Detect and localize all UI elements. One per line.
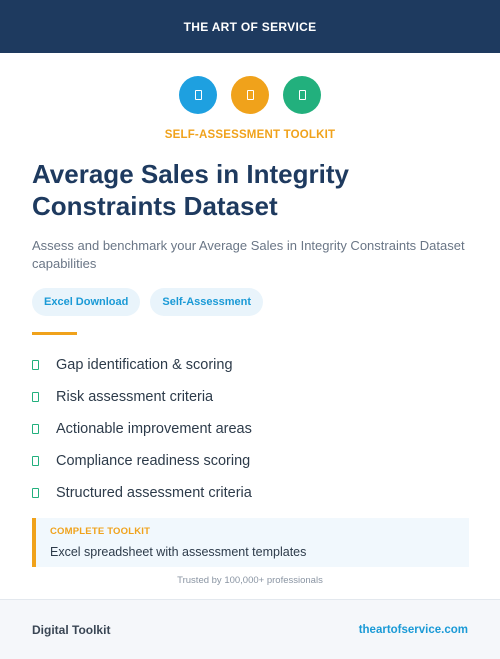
check-icon bbox=[32, 488, 39, 498]
document-icon bbox=[283, 76, 321, 114]
list-item: Compliance readiness scoring bbox=[32, 445, 472, 477]
document-icon bbox=[179, 76, 217, 114]
check-icon bbox=[32, 360, 39, 370]
title-line-1: Average Sales in Integrity bbox=[32, 159, 349, 189]
document-icon bbox=[231, 76, 269, 114]
list-item: Structured assessment criteria bbox=[32, 477, 472, 509]
footer-bar: Digital Toolkit theartofservice.com bbox=[0, 599, 500, 659]
website-link[interactable]: theartofservice.com bbox=[358, 623, 468, 636]
check-icon bbox=[32, 392, 39, 402]
page-title: Average Sales in Integrity Constraints D… bbox=[32, 158, 472, 222]
check-icon bbox=[32, 456, 39, 466]
feature-list: Gap identification & scoring Risk assess… bbox=[32, 349, 472, 509]
footer-left-label: Digital Toolkit bbox=[32, 622, 111, 637]
feature-label: Compliance readiness scoring bbox=[56, 453, 251, 469]
toolkit-description: Excel spreadsheet with assessment templa… bbox=[50, 545, 307, 559]
brand-name: THE ART OF SERVICE bbox=[183, 19, 317, 34]
toolkit-callout: COMPLETE TOOLKIT Excel spreadsheet with … bbox=[32, 518, 469, 567]
list-item: Gap identification & scoring bbox=[32, 349, 472, 381]
kicker-label: SELF-ASSESSMENT TOOLKIT bbox=[164, 129, 336, 141]
trusted-note: Trusted by 100,000+ professionals bbox=[177, 575, 323, 586]
feature-label: Risk assessment criteria bbox=[56, 389, 214, 405]
subtitle: Assess and benchmark your Average Sales … bbox=[32, 238, 465, 271]
tag-self-assessment: Self-Assessment bbox=[150, 288, 264, 316]
title-line-2: Constraints Dataset bbox=[32, 191, 278, 221]
header-bar: THE ART OF SERVICE bbox=[0, 0, 500, 53]
feature-label: Structured assessment criteria bbox=[56, 485, 252, 501]
tag-excel-download: Excel Download bbox=[32, 288, 141, 316]
toolkit-label: COMPLETE TOOLKIT bbox=[50, 526, 151, 537]
check-icon bbox=[32, 424, 39, 434]
icon-row bbox=[0, 76, 500, 114]
feature-label: Actionable improvement areas bbox=[56, 421, 252, 437]
feature-label: Gap identification & scoring bbox=[56, 357, 233, 373]
list-item: Risk assessment criteria bbox=[32, 381, 472, 413]
accent-divider bbox=[32, 332, 77, 335]
list-item: Actionable improvement areas bbox=[32, 413, 472, 445]
tag-list: Excel Download Self-Assessment bbox=[32, 288, 264, 316]
